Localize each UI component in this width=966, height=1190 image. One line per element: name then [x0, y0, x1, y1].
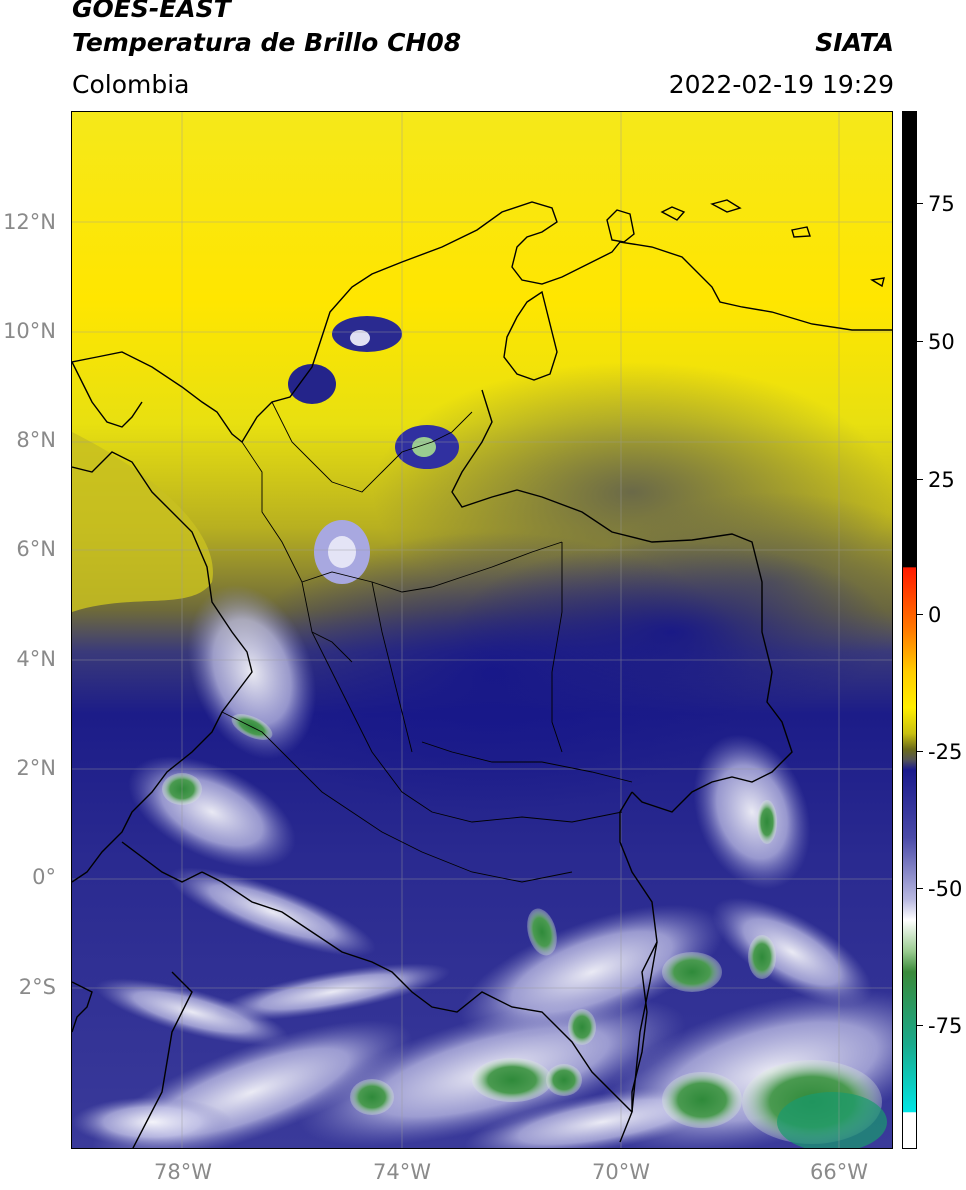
graticule: [72, 112, 892, 1148]
product-title: Temperatura de Brillo CH08: [72, 28, 462, 57]
colorbar-tick-75: [917, 203, 923, 204]
lat-label-2n: 2°N: [16, 756, 56, 780]
lat-label-2s: 2°S: [18, 975, 56, 999]
lat-label-0: 0°: [32, 865, 56, 889]
colorbar-tick-minus25: [917, 751, 923, 752]
colorbar-label-minus25: -25: [928, 740, 963, 764]
coastlines-borders: [72, 199, 892, 1148]
organization-label: SIATA: [815, 28, 894, 57]
lon-label-74w: 74°W: [373, 1160, 431, 1184]
brightness-temperature-field: [72, 112, 892, 1148]
colorbar-tick-minus50: [917, 888, 923, 889]
colorbar-tick-50: [917, 341, 923, 342]
region-label: Colombia: [72, 70, 190, 99]
colorbar-tick-25: [917, 479, 923, 480]
lat-label-4n: 4°N: [16, 647, 56, 671]
colorbar-tick-minus75: [917, 1025, 923, 1026]
lat-label-8n: 8°N: [16, 428, 56, 452]
lon-label-66w: 66°W: [810, 1160, 868, 1184]
colorbar-label-25: 25: [928, 468, 955, 492]
cold-cloud-cells: [162, 714, 887, 1148]
colorbar-tick-0: [917, 614, 923, 615]
satellite-map[interactable]: [71, 111, 893, 1149]
colorbar-label-50: 50: [928, 330, 955, 354]
datetime-label: 2022-02-19 19:29: [668, 70, 894, 99]
colorbar: [902, 111, 917, 1149]
lat-label-10n: 10°N: [3, 319, 56, 343]
colorbar-label-0: 0: [928, 603, 942, 627]
lon-label-70w: 70°W: [592, 1160, 650, 1184]
colorbar-label-minus50: -50: [928, 877, 963, 901]
satellite-title: GOES-EAST: [72, 0, 231, 23]
lat-label-12n: 12°N: [3, 210, 56, 234]
lon-label-78w: 78°W: [154, 1160, 212, 1184]
lat-label-6n: 6°N: [16, 537, 56, 561]
colorbar-label-minus75: -75: [928, 1014, 963, 1038]
colorbar-gradient: [903, 112, 916, 1148]
colorbar-label-75: 75: [928, 192, 955, 216]
